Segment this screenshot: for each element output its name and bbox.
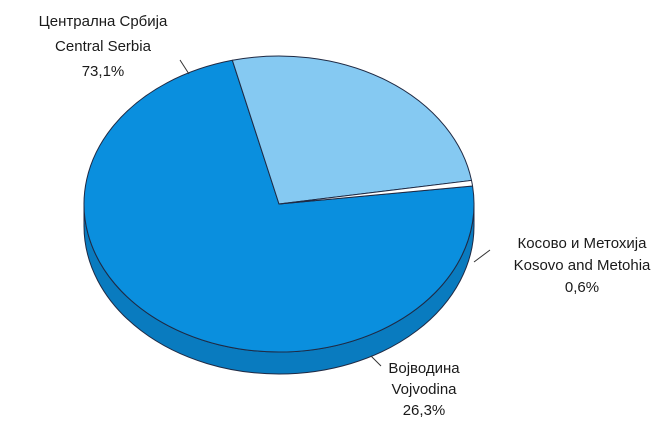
kosovo-leader xyxy=(473,249,491,263)
central-serbia-label-sr: Централна Србија xyxy=(39,13,168,30)
kosovo-label-sr: Косово и Метохија xyxy=(518,235,648,252)
kosovo-label-en: Kosovo and Metohia xyxy=(514,257,651,274)
pie-slice-kosovo-and-metohia xyxy=(278,179,474,205)
vojvodina-leader xyxy=(370,355,382,367)
vojvodina-label-sr: Војводина xyxy=(388,360,460,377)
pie-slice-central-serbia xyxy=(83,59,475,353)
central-serbia-leader xyxy=(179,59,190,75)
central-serbia-label-en: Central Serbia xyxy=(55,38,152,55)
kosovo-value-label: 0,6% xyxy=(565,279,599,296)
central-serbia-value-label: 73,1% xyxy=(82,63,125,80)
pie-slice-vojvodina xyxy=(231,55,473,205)
vojvodina-value-label: 26,3% xyxy=(403,402,446,419)
pie-leaders xyxy=(179,59,491,367)
vojvodina-label-en: Vojvodina xyxy=(391,381,457,398)
pie-tops xyxy=(83,55,475,353)
